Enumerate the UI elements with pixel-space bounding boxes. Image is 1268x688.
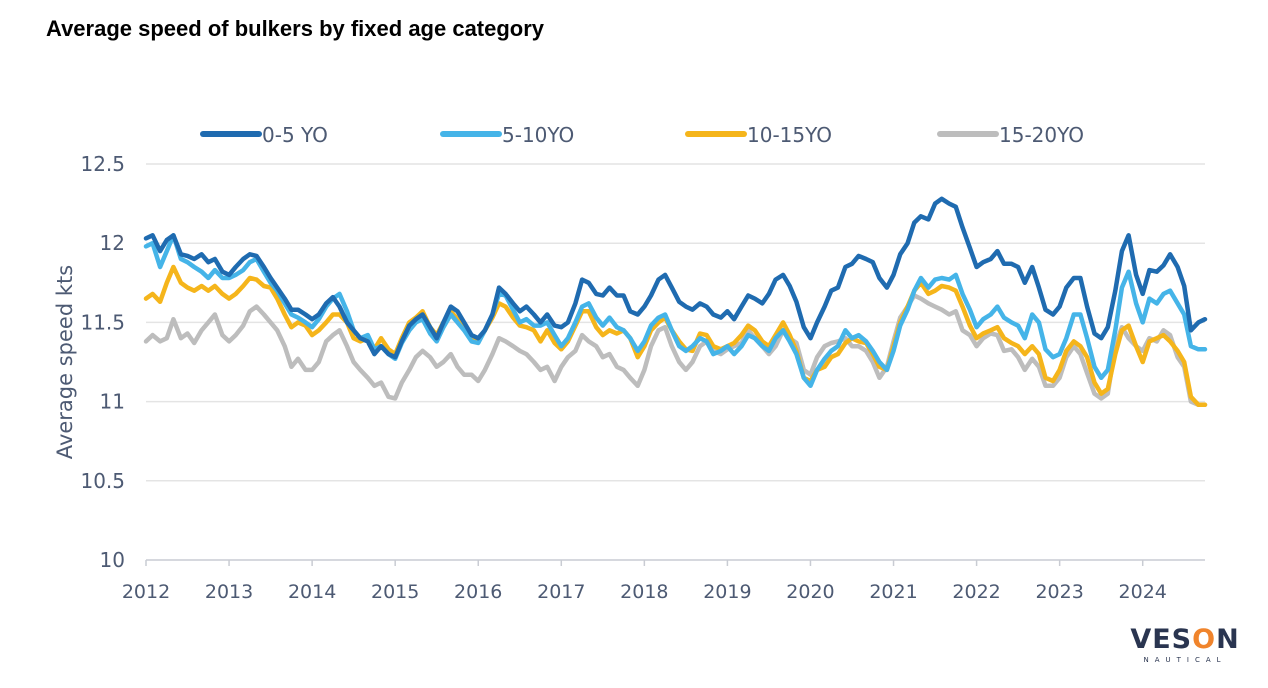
x-tick-label: 2014	[288, 581, 336, 603]
x-tick-label: 2022	[952, 581, 1000, 603]
series-line-15-20yo	[143, 293, 1208, 408]
x-tick-label: 2018	[620, 581, 668, 603]
x-tick-label: 2020	[786, 581, 834, 603]
y-tick-label: 10.5	[80, 469, 125, 493]
legend-label: 15-20YO	[999, 123, 1084, 147]
gridlines	[146, 163, 1205, 561]
legend: 0-5 YO 5-10YO 10-15YO 15-20YO	[200, 123, 1084, 147]
logo-wordmark: VESON	[1130, 624, 1240, 655]
series-line-0-5yo	[143, 196, 1208, 360]
y-tick-label: 10	[100, 548, 125, 572]
logo-subtitle: NAUTICAL	[1143, 656, 1227, 664]
series-lines	[143, 196, 1208, 408]
x-tick-label: 2015	[371, 581, 419, 603]
y-tick-label: 11	[100, 390, 125, 414]
x-tick-label: 2021	[869, 581, 917, 603]
legend-label: 10-15YO	[747, 123, 832, 147]
x-tick-label: 2012	[122, 581, 170, 603]
x-tick-label: 2013	[205, 581, 253, 603]
x-tick-label: 2017	[537, 581, 585, 603]
y-tick-label: 12.5	[80, 152, 125, 176]
y-tick-label: 11.5	[80, 310, 125, 334]
chart-title: Average speed of bulkers by fixed age ca…	[46, 16, 545, 41]
x-tick-label: 2023	[1035, 581, 1083, 603]
veson-logo: VESON NAUTICAL	[1130, 624, 1240, 665]
x-tick-label: 2024	[1119, 581, 1167, 603]
y-axis-label: Average speed kts	[53, 265, 77, 459]
x-tick-label: 2019	[703, 581, 751, 603]
legend-label: 5-10YO	[502, 123, 574, 147]
y-axis-ticks: 12.5 12 11.5 11 10.5 10	[80, 152, 125, 572]
x-axis-ticks: 2012 2013 2014 2015 2016 2017 2018 2019 2020 2021…	[122, 560, 1167, 603]
legend-label: 0-5 YO	[262, 123, 328, 147]
x-tick-label: 2016	[454, 581, 502, 603]
y-tick-label: 12	[100, 231, 125, 255]
